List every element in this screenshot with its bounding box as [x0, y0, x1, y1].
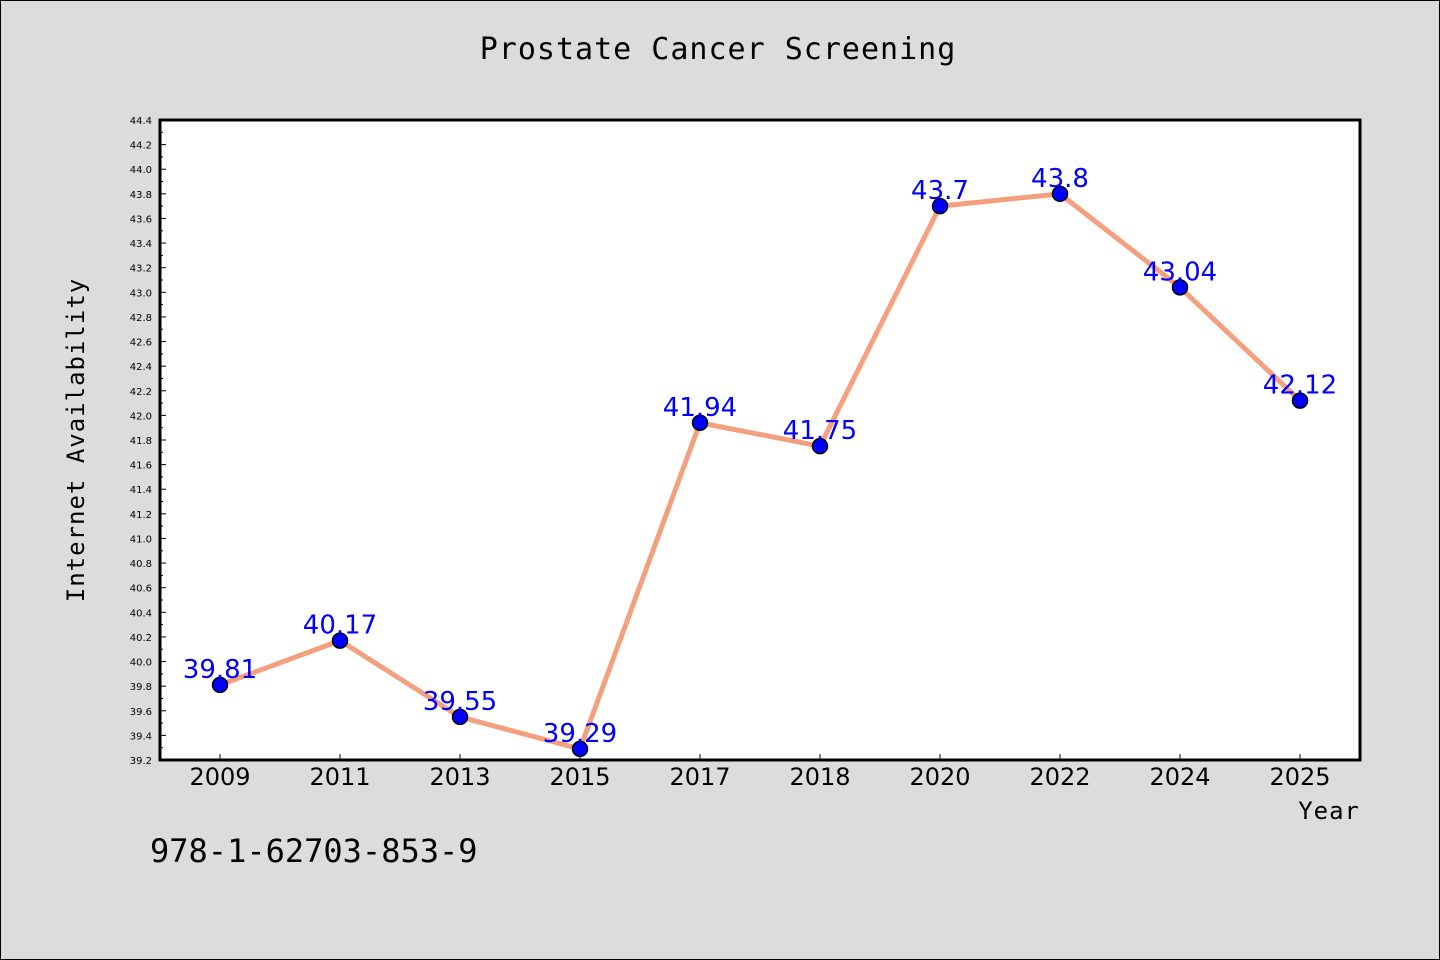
- y-tick-label: 44.2: [130, 141, 152, 152]
- data-point: [1051, 185, 1069, 203]
- y-tick-label: 39.6: [130, 707, 152, 718]
- data-label: 39.29: [543, 719, 617, 749]
- y-tick-label: 43.4: [130, 239, 152, 250]
- y-tick-label: 39.2: [130, 756, 152, 767]
- y-tick-label: 43.8: [130, 190, 152, 201]
- x-tick-label: 2017: [669, 763, 730, 791]
- data-point: [1171, 279, 1189, 296]
- x-tick-label: 2020: [909, 763, 970, 791]
- y-tick-label: 39.4: [130, 731, 152, 742]
- y-tick-label: 40.6: [130, 584, 152, 595]
- y-axis: 39.2 39.4 39.6 39.8 40.0 40.2 40.4 40.6 40.8 41.0…: [130, 116, 166, 767]
- y-tick-label: 42.8: [130, 313, 152, 324]
- footer-code: 978-1-62703-853-9: [150, 832, 478, 870]
- y-axis-title: Internet Availability: [62, 278, 90, 602]
- series-line: [219, 191, 1302, 752]
- x-tick-label: 2013: [429, 763, 490, 791]
- x-axis: 2009 2011 2013 2015 2017 2018 2020 2022 2024 2025: [189, 754, 1331, 791]
- data-point: [811, 437, 829, 455]
- data-label: 43.7: [911, 176, 969, 206]
- data-point: [931, 197, 949, 215]
- y-tick-label: 43.6: [130, 214, 152, 225]
- y-tick-label: 40.2: [130, 633, 152, 644]
- data-point: [691, 414, 709, 432]
- data-point: [331, 632, 349, 649]
- y-tick-label: 42.2: [130, 387, 152, 398]
- y-tick-label: 43.2: [130, 264, 152, 275]
- data-label: 41.94: [663, 393, 737, 423]
- y-tick-label: 41.8: [130, 436, 152, 447]
- data-label: 43.8: [1031, 164, 1089, 194]
- data-point: [1291, 392, 1309, 409]
- x-tick-label: 2009: [189, 763, 250, 791]
- x-tick-label: 2025: [1269, 763, 1330, 791]
- x-tick-label: 2018: [789, 763, 850, 791]
- y-tick-label: 41.6: [130, 461, 152, 472]
- x-tick-label: 2022: [1029, 763, 1090, 791]
- y-tick-label: 41.4: [130, 485, 152, 496]
- data-label: 39.55: [423, 687, 497, 717]
- y-tick-label: 43.0: [130, 288, 152, 299]
- data-label: 42.12: [1263, 371, 1337, 401]
- x-axis-title: Year: [1298, 797, 1360, 825]
- y-tick-label: 44.0: [130, 165, 152, 176]
- data-point: [211, 676, 229, 694]
- y-tick-label: 41.0: [130, 534, 152, 545]
- y-tick-label: 42.0: [130, 411, 152, 422]
- x-tick-label: 2015: [549, 763, 610, 791]
- data-label: 43.04: [1143, 257, 1217, 287]
- y-tick-label: 42.4: [130, 362, 152, 373]
- data-label: 40.17: [303, 611, 377, 641]
- y-tick-label: 44.4: [130, 116, 152, 127]
- y-tick-label: 41.2: [130, 510, 152, 521]
- data-point: [451, 708, 469, 726]
- data-label: 39.81: [183, 655, 257, 685]
- y-tick-label: 42.6: [130, 338, 152, 349]
- y-tick-label: 40.4: [130, 608, 152, 619]
- y-tick-label: 39.8: [130, 682, 152, 693]
- x-tick-label: 2024: [1149, 763, 1210, 791]
- series-group: 39.81 40.17 39.55 39.29 41.94 41.75 43.7 43.8 43…: [183, 164, 1337, 758]
- x-tick-label: 2011: [309, 763, 370, 791]
- plot-area: [158, 118, 1362, 762]
- chart-title: Prostate Cancer Screening: [479, 32, 957, 67]
- y-tick-label: 40.0: [130, 658, 152, 669]
- data-point: [571, 740, 589, 758]
- data-label: 41.75: [783, 416, 857, 446]
- y-tick-label: 40.8: [130, 559, 152, 570]
